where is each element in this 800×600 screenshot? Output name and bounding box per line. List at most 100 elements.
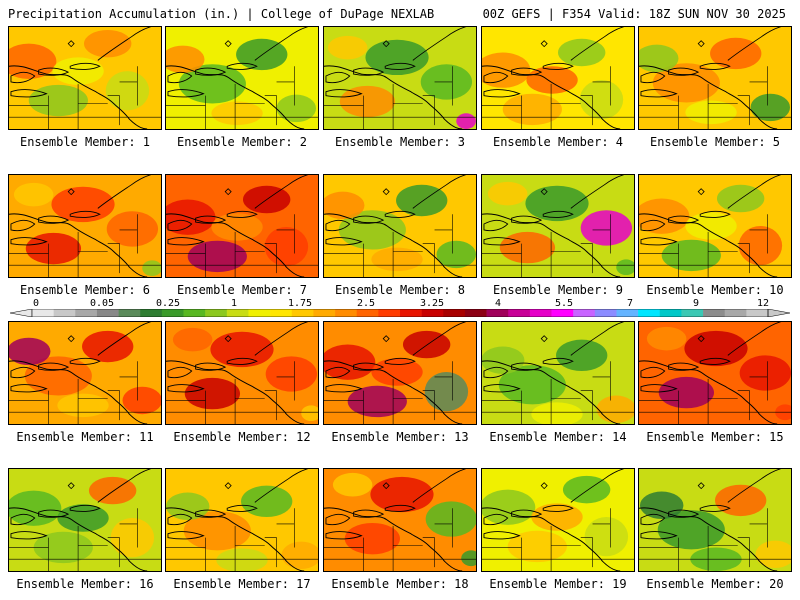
precip-area <box>658 376 715 409</box>
station-marker-icon <box>697 40 705 48</box>
precip-area <box>739 355 791 391</box>
station-marker-icon <box>67 40 75 48</box>
ensemble-member-map <box>638 468 792 572</box>
ensemble-member-label: Ensemble Member: 14 <box>489 430 627 444</box>
legend-swatch <box>486 309 509 317</box>
legend-arrow-right-icon <box>767 309 790 317</box>
precip-area <box>236 38 288 71</box>
precip-area <box>344 522 400 555</box>
precip-area <box>122 386 161 415</box>
legend-tick-label: 0.05 <box>89 298 115 309</box>
precip-area <box>639 491 684 520</box>
legend-tick-label: 1 <box>230 298 238 309</box>
precip-area <box>166 199 216 235</box>
ensemble-member-label: Ensemble Member: 1 <box>19 135 151 149</box>
legend-swatch <box>443 309 466 317</box>
precip-area <box>28 84 88 117</box>
precip-area <box>51 186 115 223</box>
ensemble-member-label: Ensemble Member: 20 <box>646 577 784 591</box>
legend-tick-label: 3.25 <box>419 298 445 309</box>
precip-area <box>184 377 241 410</box>
legend-tick-label: 0 <box>32 298 40 309</box>
legend-swatch <box>118 309 141 317</box>
precip-area <box>371 358 423 386</box>
station-marker-icon <box>697 188 705 196</box>
precip-area <box>685 100 737 125</box>
station-marker-icon <box>67 188 75 196</box>
legend-swatch <box>594 309 617 317</box>
precip-area <box>556 339 608 372</box>
legend-swatch <box>421 309 444 317</box>
legend-tick-label: 5.5 <box>554 298 574 309</box>
ensemble-member-label: Ensemble Member: 5 <box>649 135 781 149</box>
precip-area <box>327 35 368 60</box>
ensemble-member-map <box>323 321 477 425</box>
ensemble-member-label: Ensemble Member: 17 <box>173 577 311 591</box>
precip-area <box>499 231 556 264</box>
ensemble-member-label: Ensemble Member: 7 <box>176 283 308 297</box>
precip-area <box>110 518 155 558</box>
precip-area <box>639 44 679 73</box>
precip-area <box>24 356 92 396</box>
precip-area <box>531 402 583 424</box>
precip-area <box>525 185 589 222</box>
precip-area <box>579 79 624 120</box>
precip-area <box>9 43 57 79</box>
ensemble-member-label: Ensemble Member: 13 <box>331 430 469 444</box>
legend-swatch <box>638 309 661 317</box>
precip-area <box>9 337 51 366</box>
precip-area <box>685 212 737 240</box>
precip-area <box>710 37 762 70</box>
station-marker-icon <box>224 188 232 196</box>
ensemble-member-map <box>165 321 319 425</box>
precip-area <box>639 198 690 234</box>
precip-area <box>25 232 82 265</box>
precip-area <box>172 327 213 352</box>
legend-tick-label: 2.5 <box>356 298 376 309</box>
station-marker-icon <box>540 482 548 490</box>
legend-swatch <box>724 309 747 317</box>
precip-area <box>456 113 476 129</box>
legend-swatch <box>746 309 769 317</box>
precip-area <box>264 226 309 267</box>
ensemble-member-map <box>8 174 162 278</box>
legend-swatch <box>378 309 401 317</box>
station-marker-icon <box>67 335 75 343</box>
precip-area <box>52 57 104 85</box>
legend-swatch <box>551 309 574 317</box>
ensemble-member-label: Ensemble Member: 6 <box>19 283 151 297</box>
precip-area <box>88 476 137 505</box>
legend-swatch <box>529 309 552 317</box>
precip-area <box>580 210 633 246</box>
precip-area <box>210 331 274 368</box>
precip-area <box>425 501 476 537</box>
precip-area <box>57 504 109 532</box>
precip-area <box>324 191 365 220</box>
legend-tick-label: 0.25 <box>155 298 181 309</box>
precip-area <box>487 181 528 206</box>
ensemble-member-map <box>8 468 162 572</box>
precip-area <box>652 63 720 103</box>
precip-area <box>105 71 150 111</box>
station-marker-icon <box>540 40 548 48</box>
legend-swatch <box>659 309 682 317</box>
precip-area <box>684 330 748 367</box>
ensemble-member-map <box>638 174 792 278</box>
station-marker-icon <box>67 482 75 490</box>
legend-swatch <box>96 309 119 317</box>
precip-area <box>371 247 423 272</box>
precip-area <box>370 476 434 513</box>
precip-area <box>281 541 318 570</box>
legend-swatch <box>53 309 76 317</box>
ensemble-member-label: Ensemble Member: 16 <box>16 577 154 591</box>
ensemble-member-label: Ensemble Member: 10 <box>646 283 784 297</box>
ensemble-member-map <box>165 174 319 278</box>
ensemble-member-map <box>481 174 635 278</box>
precip-area <box>424 372 469 412</box>
precip-area <box>365 39 429 76</box>
ensemble-member-label: Ensemble Member: 11 <box>16 430 154 444</box>
ensemble-member-label: Ensemble Member: 2 <box>176 135 308 149</box>
legend-swatch <box>681 309 704 317</box>
ensemble-member-label: Ensemble Member: 9 <box>492 283 624 297</box>
legend-swatch <box>32 309 54 317</box>
